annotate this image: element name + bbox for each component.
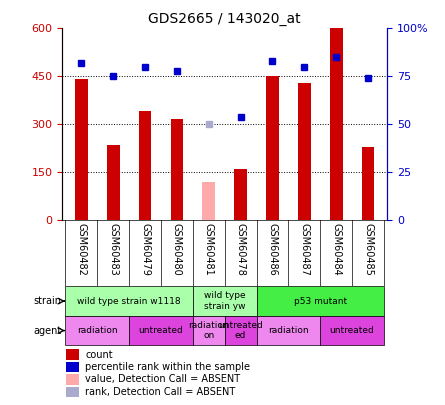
Text: GSM60485: GSM60485 (363, 223, 373, 276)
Bar (257, 316, 320, 345)
Text: GSM60480: GSM60480 (172, 223, 182, 276)
Bar (362, 147, 374, 220)
Bar (65, 387, 79, 397)
Bar (129, 316, 193, 345)
Bar (65, 374, 79, 384)
Text: GSM60481: GSM60481 (204, 223, 214, 276)
Text: rank, Detection Call = ABSENT: rank, Detection Call = ABSENT (85, 387, 235, 397)
Bar (330, 28, 343, 220)
Text: GSM60487: GSM60487 (299, 223, 309, 276)
Bar (234, 169, 247, 220)
Text: strain: strain (33, 296, 61, 306)
Title: GDS2665 / 143020_at: GDS2665 / 143020_at (149, 12, 301, 26)
Text: GSM60486: GSM60486 (267, 223, 278, 276)
Bar (225, 316, 257, 345)
Text: untreated
ed: untreated ed (218, 321, 263, 340)
Bar (139, 111, 151, 220)
Bar (65, 286, 193, 316)
Bar (298, 83, 311, 220)
Text: agent: agent (33, 326, 61, 336)
Text: percentile rank within the sample: percentile rank within the sample (85, 362, 250, 372)
Text: GSM60484: GSM60484 (331, 223, 341, 276)
Text: count: count (85, 350, 113, 360)
Text: wild type strain w1118: wild type strain w1118 (77, 296, 181, 306)
Text: GSM60479: GSM60479 (140, 223, 150, 276)
Text: value, Detection Call = ABSENT: value, Detection Call = ABSENT (85, 374, 240, 384)
Bar (65, 316, 129, 345)
Text: GSM60483: GSM60483 (108, 223, 118, 276)
Bar (320, 316, 384, 345)
Bar (257, 286, 384, 316)
Text: wild type
strain yw: wild type strain yw (204, 291, 246, 311)
Text: radiation: radiation (77, 326, 117, 335)
Bar (193, 316, 225, 345)
Text: GSM60482: GSM60482 (77, 223, 86, 276)
Bar (193, 286, 257, 316)
Bar (65, 350, 79, 360)
Bar (266, 76, 279, 220)
Bar (65, 362, 79, 372)
Text: untreated: untreated (330, 326, 375, 335)
Bar (170, 119, 183, 220)
Text: p53 mutant: p53 mutant (294, 296, 347, 306)
Bar (75, 79, 88, 220)
Bar (202, 182, 215, 220)
Bar (107, 145, 120, 220)
Text: radiation: radiation (268, 326, 309, 335)
Text: GSM60478: GSM60478 (236, 223, 246, 276)
Text: radiation
on: radiation on (189, 321, 229, 340)
Text: untreated: untreated (139, 326, 183, 335)
